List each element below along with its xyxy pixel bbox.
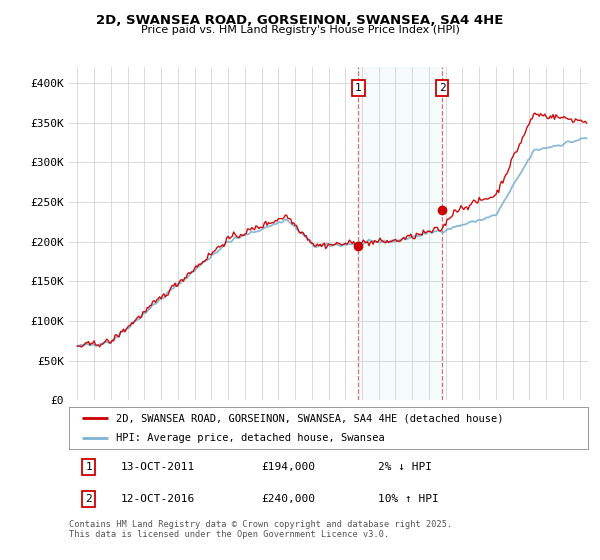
Text: Price paid vs. HM Land Registry's House Price Index (HPI): Price paid vs. HM Land Registry's House … — [140, 25, 460, 35]
Text: £240,000: £240,000 — [261, 494, 315, 504]
Bar — [358, 67, 442, 400]
Text: Contains HM Land Registry data © Crown copyright and database right 2025.
This d: Contains HM Land Registry data © Crown c… — [69, 520, 452, 539]
Text: 13-OCT-2011: 13-OCT-2011 — [121, 462, 195, 472]
Text: 2D, SWANSEA ROAD, GORSEINON, SWANSEA, SA4 4HE (detached house): 2D, SWANSEA ROAD, GORSEINON, SWANSEA, SA… — [116, 413, 503, 423]
Text: 2% ↓ HPI: 2% ↓ HPI — [378, 462, 432, 472]
Text: 1: 1 — [85, 462, 92, 472]
Text: 1: 1 — [355, 83, 362, 93]
Text: 10% ↑ HPI: 10% ↑ HPI — [378, 494, 439, 504]
Text: 2: 2 — [439, 83, 446, 93]
Text: £194,000: £194,000 — [261, 462, 315, 472]
Text: HPI: Average price, detached house, Swansea: HPI: Average price, detached house, Swan… — [116, 433, 385, 443]
Text: 2D, SWANSEA ROAD, GORSEINON, SWANSEA, SA4 4HE: 2D, SWANSEA ROAD, GORSEINON, SWANSEA, SA… — [97, 14, 503, 27]
Text: 12-OCT-2016: 12-OCT-2016 — [121, 494, 195, 504]
Text: 2: 2 — [85, 494, 92, 504]
